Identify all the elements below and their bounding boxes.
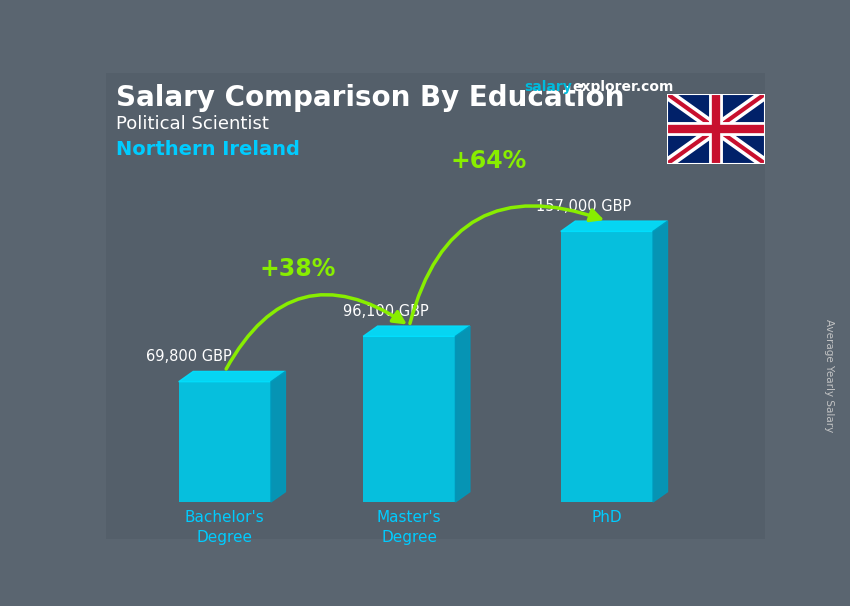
- Polygon shape: [653, 221, 667, 502]
- Text: 96,100 GBP: 96,100 GBP: [343, 304, 429, 319]
- Polygon shape: [271, 371, 286, 502]
- Text: Bachelor's
Degree: Bachelor's Degree: [185, 510, 264, 545]
- Polygon shape: [178, 371, 286, 382]
- Text: 69,800 GBP: 69,800 GBP: [145, 350, 231, 364]
- Text: +38%: +38%: [259, 257, 336, 281]
- Text: PhD: PhD: [592, 510, 622, 525]
- Text: Average Yearly Salary: Average Yearly Salary: [824, 319, 834, 432]
- Text: +64%: +64%: [450, 149, 526, 173]
- Text: explorer.com: explorer.com: [572, 80, 673, 94]
- Bar: [363, 336, 456, 502]
- Bar: [561, 231, 653, 502]
- Text: Political Scientist: Political Scientist: [116, 115, 269, 133]
- Text: salary: salary: [524, 80, 572, 94]
- Text: 157,000 GBP: 157,000 GBP: [536, 199, 632, 214]
- Polygon shape: [561, 221, 667, 231]
- Text: Northern Ireland: Northern Ireland: [116, 141, 300, 159]
- Polygon shape: [363, 326, 470, 336]
- Text: Salary Comparison By Education: Salary Comparison By Education: [116, 84, 625, 112]
- Bar: [178, 382, 271, 502]
- Polygon shape: [456, 326, 470, 502]
- Text: Master's
Degree: Master's Degree: [377, 510, 442, 545]
